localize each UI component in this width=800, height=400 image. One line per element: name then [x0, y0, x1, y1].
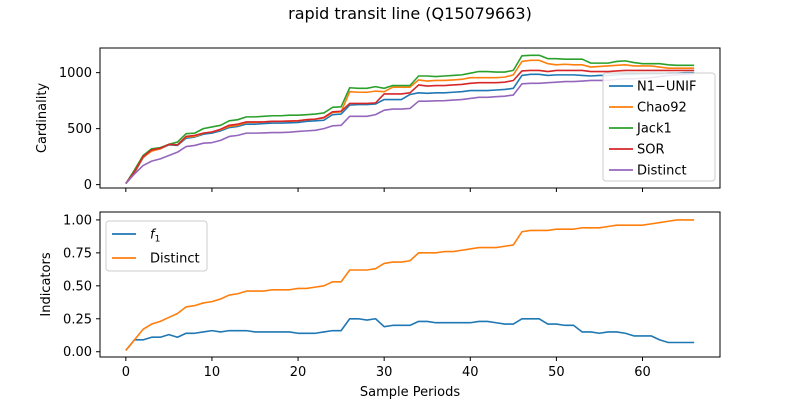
y-tick-label: 500 [67, 122, 92, 137]
y-tick-label: 1.00 [63, 213, 92, 228]
x-tick-label: 60 [634, 365, 651, 380]
panel-bottom-indicators: 0 10 20 30 40 50 60 0.00 0.25 0.50 0.75 1.00 Indicat… [39, 211, 721, 380]
y-axis-label-top: Cardinality [35, 83, 50, 154]
x-axis-label: Sample Periods [360, 385, 460, 400]
legend-top: N1−UNIF Chao92 Jack1 SOR Distinct [602, 72, 716, 182]
legend-label: SOR [637, 143, 665, 158]
series-line-distinct [125, 219, 695, 351]
x-tick-label: 20 [290, 365, 307, 380]
y-tick-label: 1000 [59, 66, 92, 81]
legend-label: Distinct [637, 164, 687, 179]
series-line-f1 [125, 317, 695, 351]
legend-box [602, 72, 716, 182]
y-tick-label: 0.25 [63, 312, 92, 327]
y-tick-label: 0.75 [63, 246, 92, 261]
y-axis-label-bottom: Indicators [39, 252, 54, 316]
panel-top-cardinality: 0 500 1000 Cardinality N1−UNIF Chao92 Jack1 SOR… [35, 47, 721, 193]
series-line-jack1 [125, 54, 695, 184]
series-line-distinct [125, 72, 695, 185]
x-tick-label: 10 [204, 365, 221, 380]
legend-label: f1 [150, 228, 160, 245]
legend-label: Chao92 [637, 101, 687, 116]
legend-label: Distinct [150, 252, 200, 267]
series-line-n1-unif [125, 71, 695, 185]
chart-title: rapid transit line (Q15079663) [288, 4, 532, 23]
y-tick-label: 0.00 [63, 345, 92, 360]
legend-bottom: f1 Distinct [105, 220, 208, 272]
y-tick-label: 0.50 [63, 279, 92, 294]
series-line-sor [125, 69, 695, 184]
legend-label: N1−UNIF [637, 80, 696, 95]
legend-label: Jack1 [636, 122, 672, 137]
x-tick-label: 30 [376, 365, 393, 380]
y-tick-label: 0 [84, 178, 92, 193]
x-tick-label: 0 [122, 365, 130, 380]
x-tick-label: 40 [462, 365, 479, 380]
x-tick-label: 50 [548, 365, 565, 380]
